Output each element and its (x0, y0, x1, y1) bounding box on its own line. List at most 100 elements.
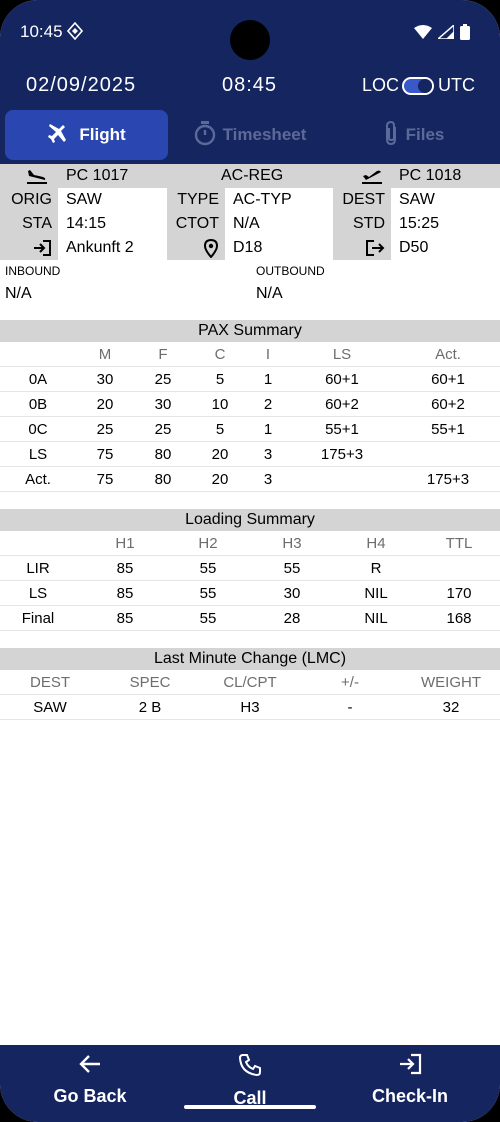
times-row: STA 14:15 CTOT N/A STD 15:25 (0, 212, 500, 236)
pax-row: LS 75 80 20 3 175+3 (0, 442, 500, 467)
app-header: 10:45 02/09/2025 08:45 LOC (0, 0, 500, 164)
loading-cell: 85 (116, 560, 134, 577)
loading-column-header: H2 (198, 535, 218, 552)
bottom-nav: Go Back Call Check-In (0, 1045, 500, 1122)
pax-cell: 80 (154, 446, 172, 463)
pax-cell: 60+2 (431, 396, 465, 413)
tab-files[interactable]: Files (331, 110, 495, 160)
lmc-column-header: SPEC (129, 674, 171, 691)
pax-row: 0C 25 25 5 1 55+1 55+1 (0, 417, 500, 442)
outbound-label: OUTBOUND (256, 264, 325, 278)
check-in-button[interactable]: Check-In (340, 1053, 480, 1113)
dest-value: SAW (399, 191, 435, 208)
gates-row: Ankunft 2 D18 D50 (0, 236, 500, 260)
pax-cell: 3 (263, 446, 273, 463)
loading-cell: 55 (199, 560, 217, 577)
pax-cell: 1 (263, 421, 273, 438)
pax-column-header: LS (332, 346, 352, 363)
stand-value: D18 (233, 239, 263, 256)
pax-summary: PAX Summary M F C I LS Act. 0A 30 25 5 1 60+1 60+1 0B… (0, 320, 500, 492)
lmc-column-header: CL/CPT (223, 674, 277, 691)
tab-flight[interactable]: Flight (5, 110, 168, 160)
lmc-cell: 32 (442, 699, 460, 716)
lmc-column-header: DEST (29, 674, 70, 691)
orig-label: ORIG (0, 188, 58, 212)
sta-value: 14:15 (66, 215, 107, 232)
pax-cell: 0A (28, 371, 48, 388)
login-icon (398, 1053, 422, 1080)
pax-column-header: M (98, 346, 112, 363)
home-indicator[interactable] (184, 1105, 316, 1109)
departure-plane-icon (361, 164, 387, 188)
loading-cell: NIL (364, 585, 388, 602)
departure-gate-value: D50 (399, 239, 429, 256)
tab-bar: Flight Timesheet Files (5, 110, 495, 160)
date-time-row: 02/09/2025 08:45 LOC UTC (0, 74, 500, 100)
type-value: AC-TYP (233, 191, 292, 208)
pax-cell: 1 (263, 371, 273, 388)
pax-cell: 20 (211, 471, 229, 488)
loading-column-header: H4 (366, 535, 386, 552)
arrival-flight-number: PC 1017 (66, 167, 129, 184)
check-in-label: Check-In (371, 1086, 449, 1106)
pax-cell: 60+1 (325, 371, 359, 388)
loading-summary: Loading Summary H1 H2 H3 H4 TTL LIR 85 55 55 R LS 8… (0, 509, 500, 631)
pax-column-header: I (265, 346, 271, 363)
wifi-icon (414, 25, 432, 44)
tab-flight-label: Flight (79, 125, 126, 144)
std-label: STD (333, 212, 391, 236)
pax-cell: 0B (28, 396, 48, 413)
pax-cell (302, 467, 382, 492)
loading-column-header (0, 531, 78, 556)
pax-cell: 5 (215, 371, 225, 388)
pax-cell: 75 (96, 471, 114, 488)
loading-cell: 55 (283, 560, 301, 577)
loading-cell: LIR (26, 560, 50, 577)
outbound-value: N/A (256, 285, 283, 302)
lmc-cell: SAW (33, 699, 67, 716)
pax-cell: 25 (154, 421, 172, 438)
std-value: 15:25 (399, 215, 440, 232)
status-bar: 10:45 (0, 0, 500, 64)
pax-column-header: Act. (435, 346, 461, 363)
loading-cell: 85 (116, 585, 134, 602)
loading-summary-table: H1 H2 H3 H4 TTL LIR 85 55 55 R LS 85 55 30 NIL 170 Final… (0, 531, 500, 631)
status-time: 10:45 (20, 22, 63, 41)
current-date: 02/09/2025 (26, 74, 137, 96)
battery-icon (460, 24, 470, 45)
pax-summary-table: M F C I LS Act. 0A 30 25 5 1 60+1 60+1 0B 20 30 10 2 60+2 6… (0, 342, 500, 492)
go-back-button[interactable]: Go Back (20, 1053, 160, 1113)
departure-flight-number: PC 1018 (399, 167, 462, 184)
pax-summary-title: PAX Summary (0, 320, 500, 342)
signal-icon (436, 23, 455, 44)
stand-location-icon (167, 236, 225, 260)
loading-column-header: H1 (115, 535, 135, 552)
lmc-cell: - (347, 699, 353, 716)
loading-cell: R (370, 560, 382, 577)
tab-timesheet-label: Timesheet (222, 125, 307, 144)
pax-cell: 10 (211, 396, 229, 413)
go-back-label: Go Back (53, 1086, 127, 1106)
stopwatch-icon (193, 120, 217, 151)
inbound-value: N/A (5, 285, 32, 302)
arrival-plane-icon (26, 164, 52, 188)
pax-cell: 80 (154, 471, 172, 488)
call-button[interactable]: Call (180, 1053, 320, 1113)
lmc-cell: H3 (240, 699, 260, 716)
pax-cell: 20 (96, 396, 114, 413)
loc-utc-toggle[interactable] (402, 77, 434, 95)
tab-timesheet[interactable]: Timesheet (168, 110, 331, 160)
ctot-label: CTOT (167, 212, 225, 236)
pax-row: 0B 20 30 10 2 60+2 60+2 (0, 392, 500, 417)
dest-label: DEST (333, 188, 391, 212)
pax-cell: 5 (215, 421, 225, 438)
lmc-row: SAW 2 B H3 - 32 (0, 695, 500, 720)
tab-files-label: Files (405, 125, 445, 144)
pax-column-header: F (158, 346, 168, 363)
bound-value-row: N/A N/A (0, 282, 500, 306)
utc-label: UTC (438, 75, 475, 95)
status-icons (414, 23, 470, 45)
lmc-header-row: DEST SPEC CL/CPT +/- WEIGHT (0, 670, 500, 695)
toggle-knob (418, 79, 432, 93)
